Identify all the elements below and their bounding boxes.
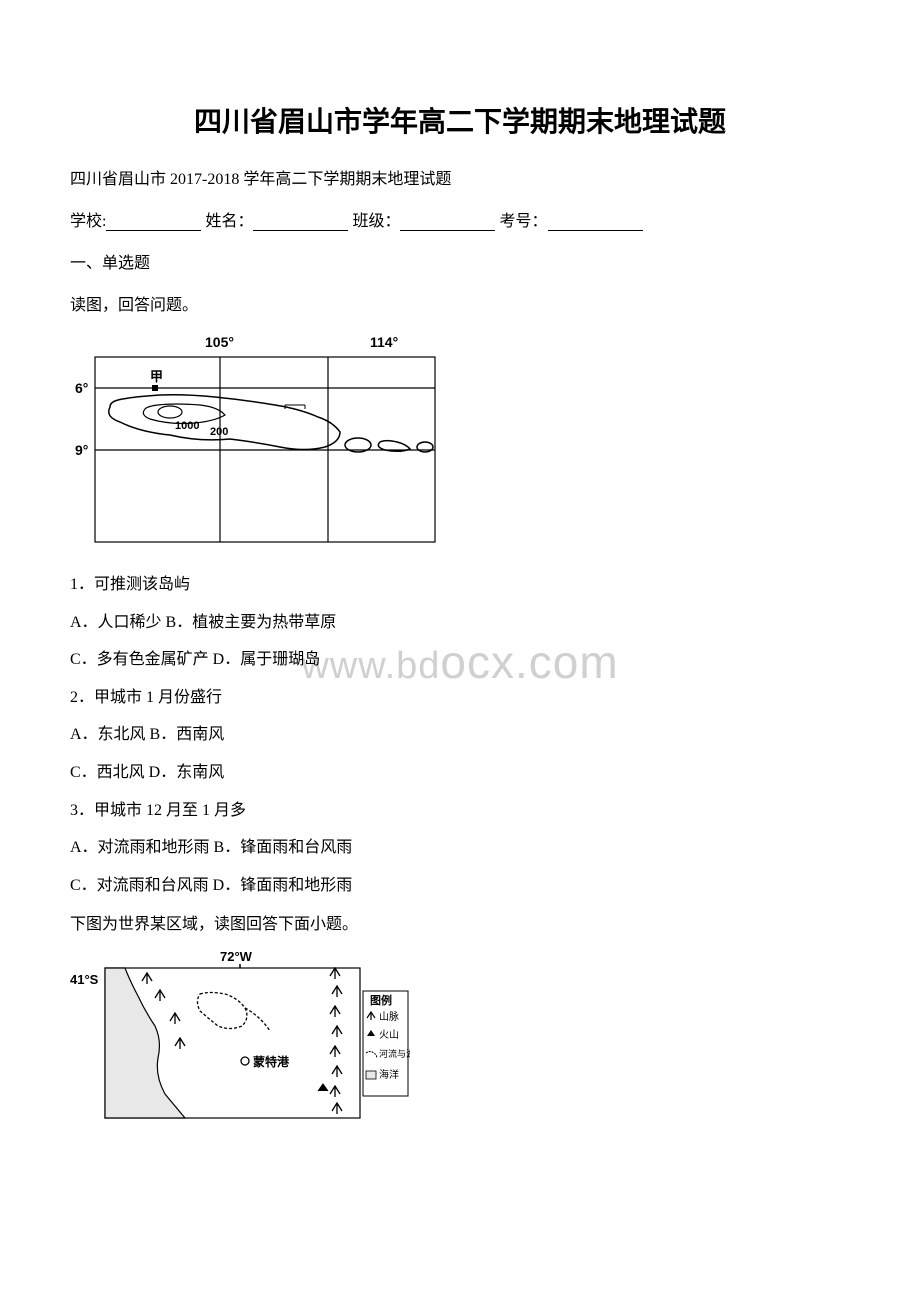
name-label: 姓名：: [205, 213, 253, 230]
mountain-symbols-right: [330, 968, 342, 1114]
q2-opt-ab: A．东北风 B．西南风: [70, 722, 850, 748]
q1-opt-ab: A．人口稀少 B．植被主要为热带草原: [70, 610, 850, 636]
section-header: 一、单选题: [70, 249, 850, 273]
contour-1000: 1000: [175, 420, 199, 432]
marker-label: 甲: [150, 369, 163, 384]
form-line: 学校: 姓名： 班级： 考号：: [70, 207, 850, 231]
document-content: 四川省眉山市学年高二下学期期末地理试题 四川省眉山市 2017-2018 学年高…: [70, 100, 850, 1131]
number-label: 考号：: [499, 213, 547, 230]
lat-label-2: 9°: [75, 442, 88, 458]
lat-label: 41°S: [70, 972, 99, 987]
lat-label-1: 6°: [75, 380, 88, 396]
lon-label: 72°W: [220, 949, 253, 964]
class-blank: [400, 213, 495, 231]
legend-mountain: 山脉: [379, 1010, 399, 1023]
legend-title: 图例: [370, 993, 392, 1007]
legend-ocean: 海洋: [379, 1068, 399, 1081]
number-blank: [548, 213, 643, 231]
contour-200: 200: [210, 426, 228, 438]
q3-opt-cd: C．对流雨和台风雨 D．锋面雨和地形雨: [70, 873, 850, 899]
q1-text: 1．可推测该岛屿: [70, 572, 850, 598]
q2-opt-cd: C．西北风 D．东南风: [70, 760, 850, 786]
city-label: 蒙特港: [253, 1054, 290, 1069]
school-label: 学校:: [70, 213, 106, 230]
figure-2: 72°W 41°S: [70, 946, 850, 1131]
school-blank: [106, 213, 201, 231]
lon-label-2: 114°: [370, 334, 398, 350]
q3-opt-ab: A．对流雨和地形雨 B．锋面雨和台风雨: [70, 835, 850, 861]
instruction-2: 下图为世界某区域，读图回答下面小题。: [70, 910, 850, 934]
subtitle: 四川省眉山市 2017-2018 学年高二下学期期末地理试题: [70, 165, 850, 189]
name-blank: [253, 213, 348, 231]
class-label: 班级：: [352, 213, 400, 230]
q1-opt-cd: C．多有色金属矿产 D．属于珊瑚岛: [70, 647, 850, 673]
instruction-1: 读图，回答问题。: [70, 291, 850, 315]
lon-label-1: 105°: [205, 334, 234, 350]
q3-text: 3．甲城市 12 月至 1 月多: [70, 798, 850, 824]
figure-1: 105° 114° 6° 9° 甲 1000 2: [70, 327, 850, 557]
q2-text: 2．甲城市 1 月份盛行: [70, 685, 850, 711]
legend-volcano: 火山: [379, 1029, 399, 1041]
page-title: 四川省眉山市学年高二下学期期末地理试题: [70, 100, 850, 140]
legend-river: 河流与湖: [379, 1048, 410, 1059]
